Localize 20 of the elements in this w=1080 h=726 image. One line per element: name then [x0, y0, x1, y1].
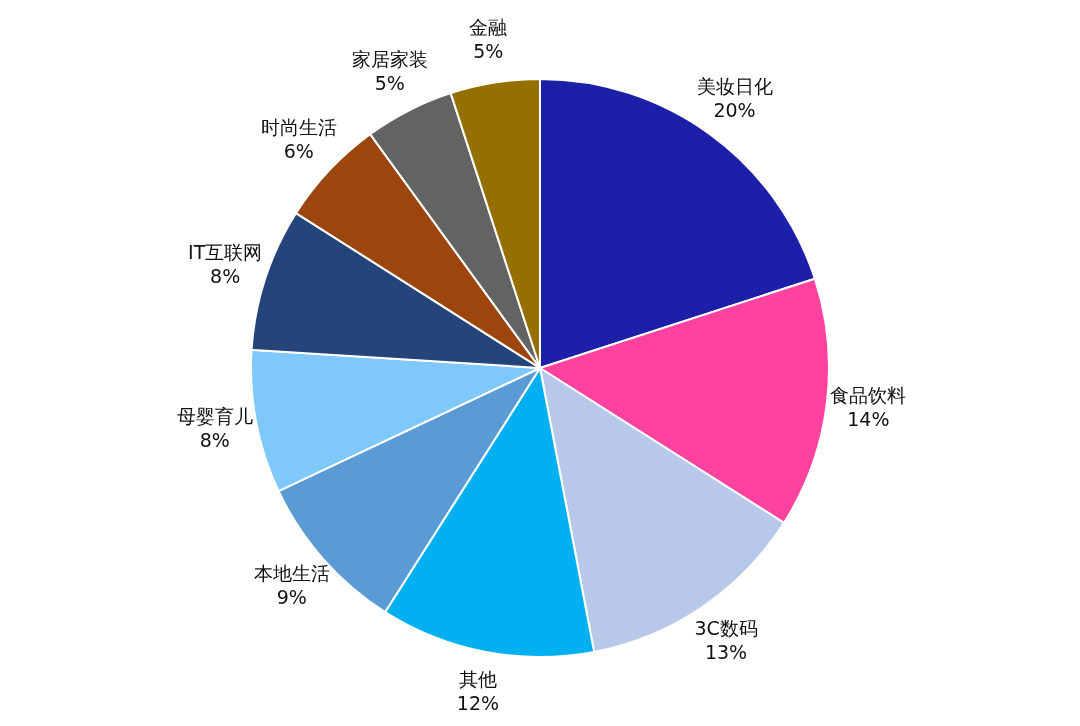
- data-label: 13%: [704, 640, 748, 663]
- data-label: 12%: [456, 692, 500, 715]
- data-label: 5%: [473, 40, 504, 63]
- slice-label: 3C数码: [694, 616, 758, 639]
- data-label: 8%: [210, 264, 241, 287]
- data-label: 14%: [847, 408, 890, 431]
- slice-label: IT互联网: [188, 240, 263, 263]
- slice-label: 家居家装: [351, 48, 428, 71]
- slice-label: 其他: [458, 668, 497, 691]
- data-label: 8%: [199, 428, 230, 451]
- slice-label: 金融: [469, 16, 508, 39]
- slice-label: 食品饮料: [830, 384, 907, 407]
- slice-label: 时尚生活: [260, 116, 337, 139]
- data-label: 9%: [276, 585, 307, 608]
- data-label: 6%: [283, 140, 314, 163]
- data-label: 5%: [374, 72, 405, 95]
- slice-label: 本地生活: [253, 561, 330, 584]
- slice-label: 美妆日化: [696, 75, 773, 98]
- data-label: 20%: [713, 99, 756, 122]
- slice-label: 母婴育儿: [176, 404, 253, 427]
